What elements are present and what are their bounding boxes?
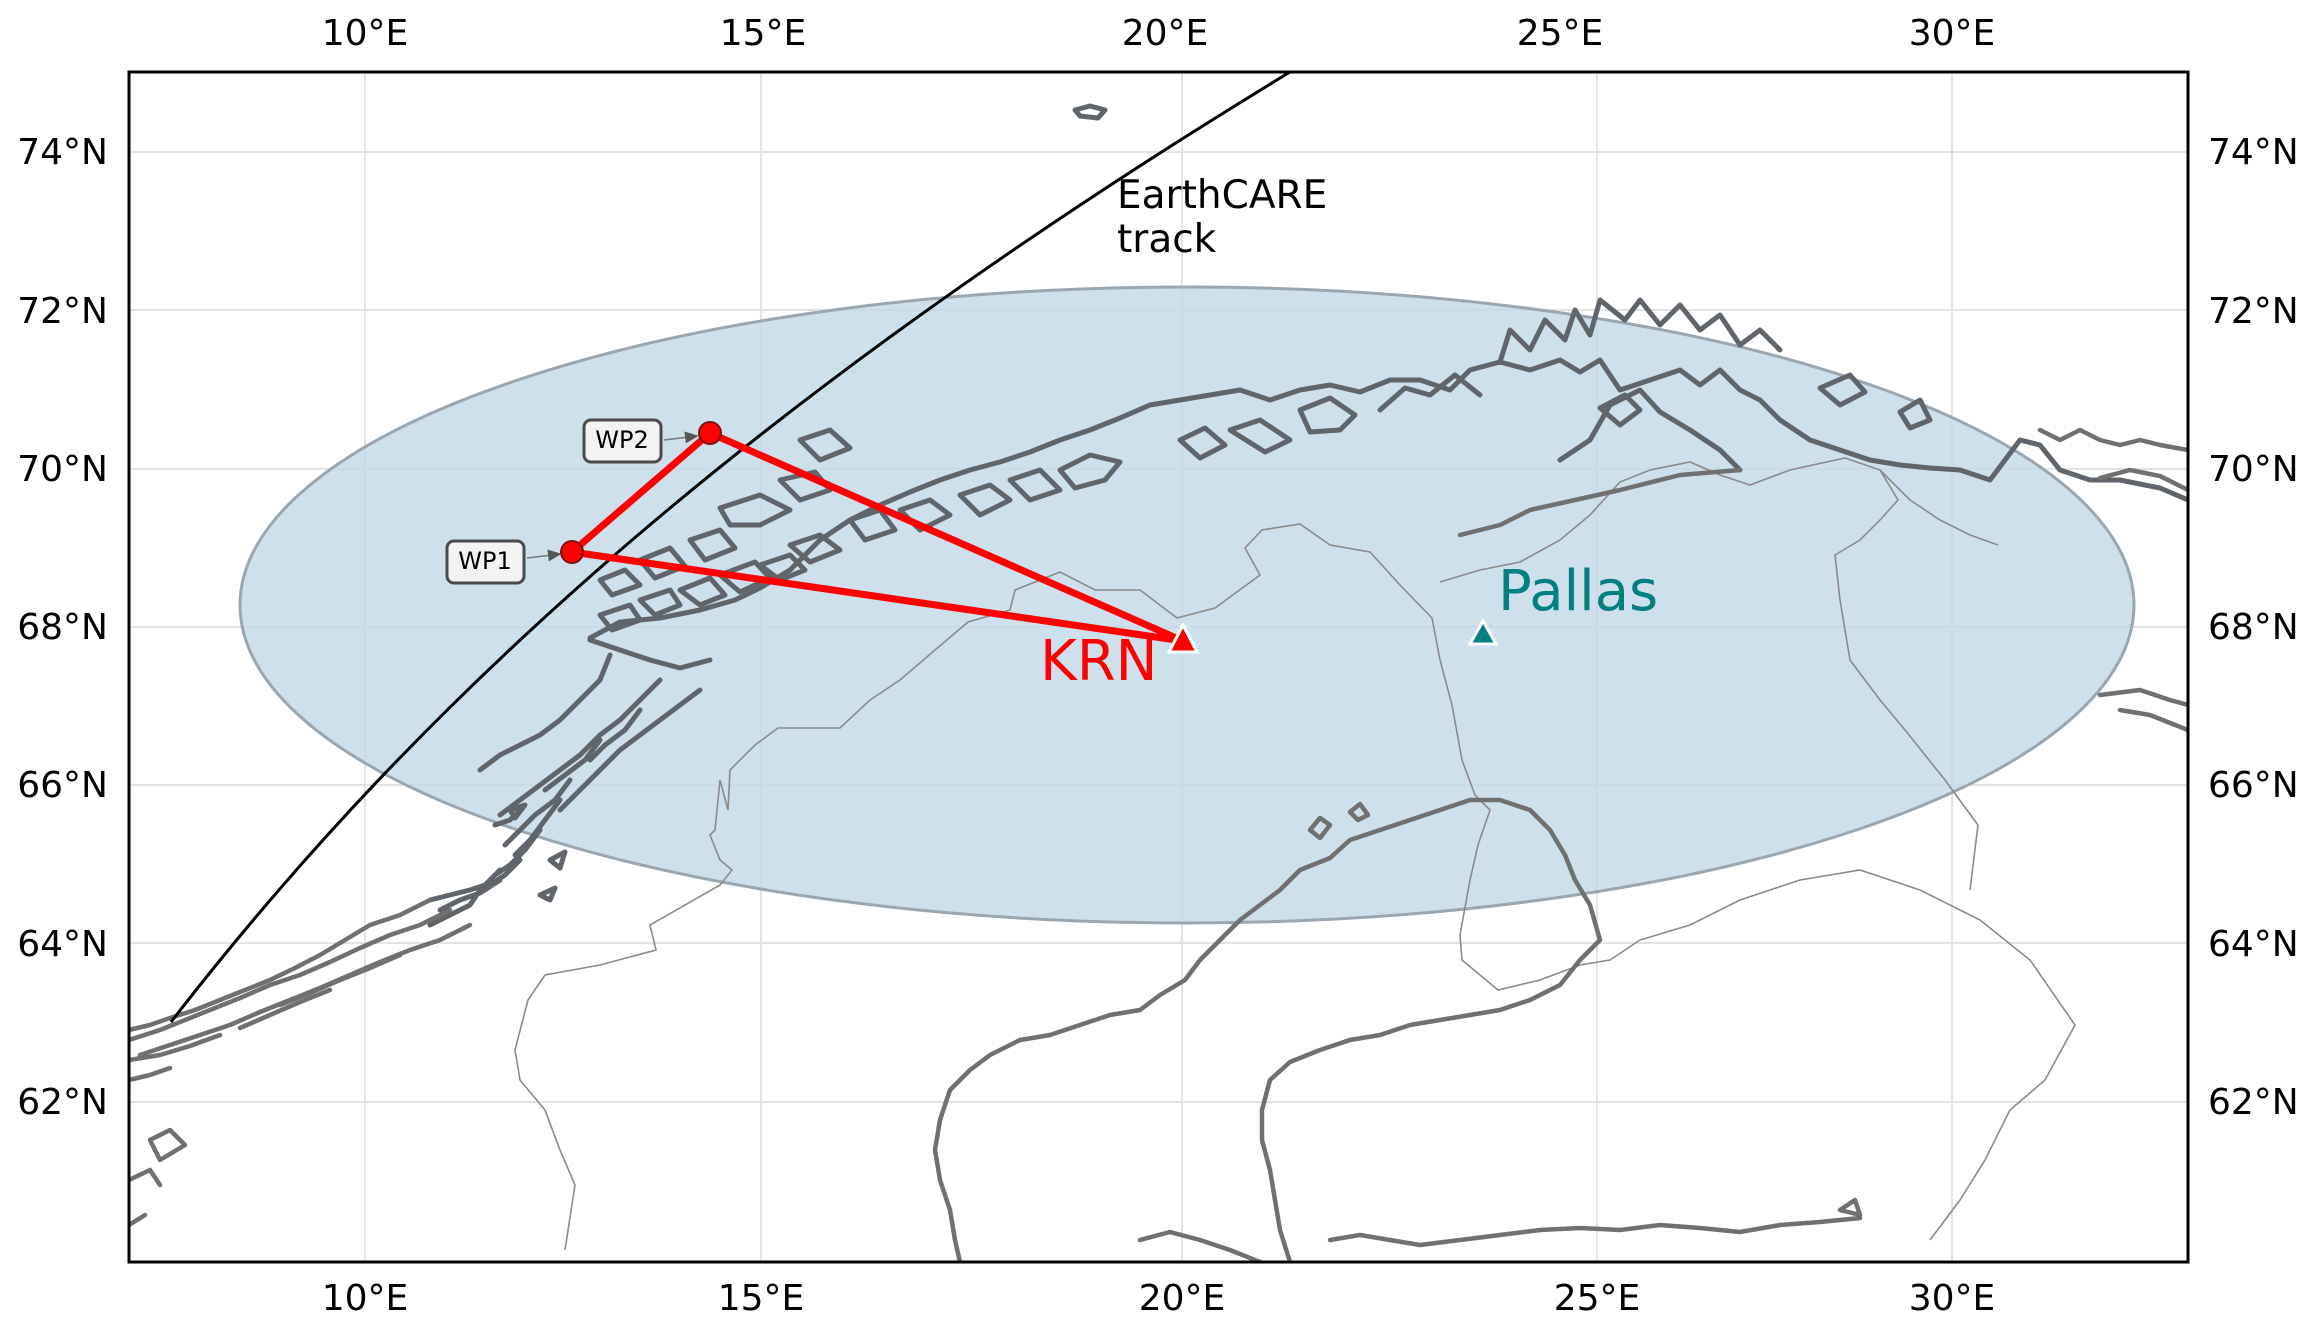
station-pallas-label: Pallas [1498, 559, 1658, 624]
station-krn-label: KRN [1040, 629, 1158, 694]
flight-path [563, 428, 1185, 645]
y-tick-labels-left: 62°N 64°N 66°N 68°N 70°N 72°N 74°N [17, 132, 108, 1123]
track-label-line2: track [1117, 217, 1217, 262]
x-tick-labels-top: 10°E 15°E 20°E 25°E 30°E [322, 13, 1996, 54]
earthcare-track [169, 72, 1291, 1023]
y-tick-label: 70°N [2208, 449, 2299, 490]
map-frame [127, 70, 2190, 1264]
x-tick-label: 20°E [1122, 13, 1209, 54]
y-tick-labels-right: 62°N 64°N 66°N 68°N 70°N 72°N 74°N [2208, 132, 2299, 1123]
waypoint-wp1-label-box: WP1 [445, 539, 526, 585]
waypoint-wp1-arrow [526, 549, 562, 562]
x-tick-label: 15°E [718, 1278, 805, 1319]
y-tick-label: 64°N [17, 924, 108, 965]
y-tick-label: 72°N [2208, 291, 2299, 332]
y-tick-label: 68°N [17, 607, 108, 648]
x-tick-label: 30°E [1909, 13, 1996, 54]
x-tick-label: 20°E [1139, 1278, 1226, 1319]
x-tick-label: 10°E [322, 1278, 409, 1319]
x-tick-label: 30°E [1909, 1278, 1996, 1319]
y-tick-label: 74°N [17, 132, 108, 173]
waypoint-wp2-label: WP2 [595, 426, 648, 454]
y-tick-label: 66°N [17, 765, 108, 806]
track-label-line1: EarthCARE [1117, 173, 1327, 218]
coverage-ellipse [238, 285, 2136, 925]
waypoint-wp2-label-box: WP2 [582, 418, 663, 464]
y-tick-label: 68°N [2208, 607, 2299, 648]
coastlines [129, 103, 2188, 1262]
y-tick-label: 66°N [2208, 765, 2299, 806]
x-tick-label: 25°E [1554, 1278, 1641, 1319]
y-tick-label: 62°N [17, 1082, 108, 1123]
x-tick-label: 10°E [322, 13, 409, 54]
y-tick-label: 62°N [2208, 1082, 2299, 1123]
x-tick-label: 25°E [1517, 13, 1604, 54]
station-krn-marker [1166, 621, 1200, 654]
station-pallas-marker [1467, 617, 1499, 646]
y-tick-label: 74°N [2208, 132, 2299, 173]
waypoint-wp2-marker [698, 421, 722, 445]
y-tick-label: 64°N [2208, 924, 2299, 965]
x-tick-labels-bottom: 10°E 15°E 20°E 25°E 30°E [322, 1278, 1996, 1319]
y-tick-label: 70°N [17, 449, 108, 490]
waypoint-wp2-arrow [663, 431, 699, 444]
y-tick-label: 72°N [17, 291, 108, 332]
waypoint-wp1-marker [560, 540, 584, 564]
waypoint-wp1-label: WP1 [458, 547, 511, 575]
x-tick-label: 15°E [720, 13, 807, 54]
